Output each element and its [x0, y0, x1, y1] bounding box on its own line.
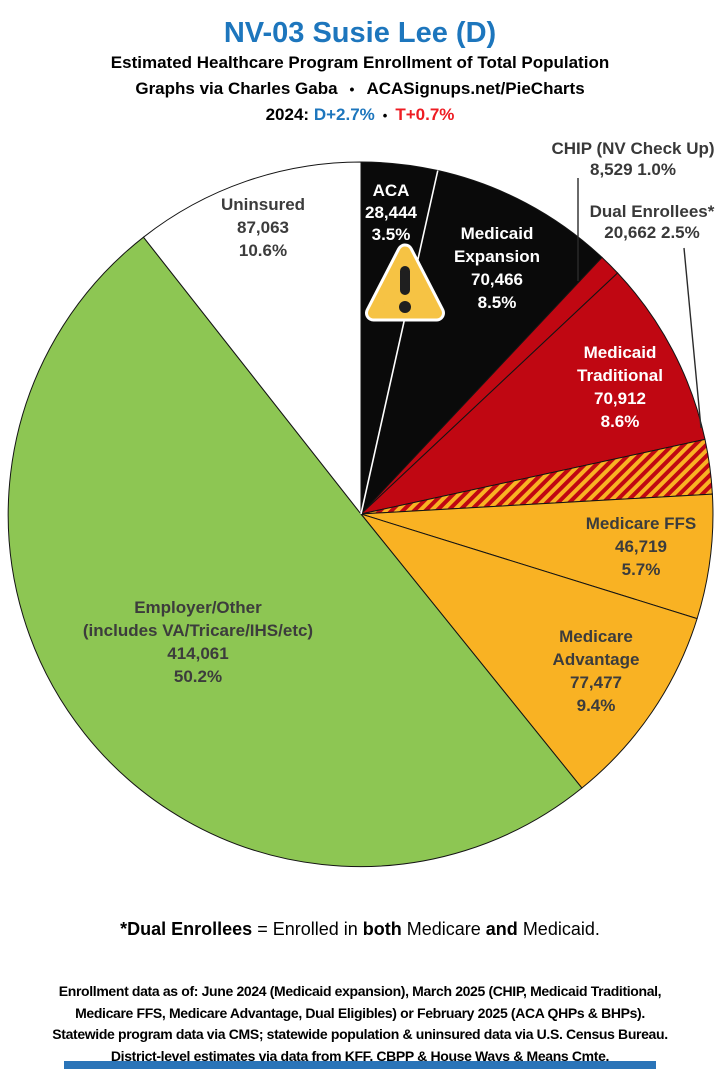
chart-subtitle: Estimated Healthcare Program Enrollment … [110, 53, 610, 72]
slice-label-uninsured: Uninsured 87,063 10.6% [221, 193, 305, 262]
partisan-lean-line: 2024: D+2.7% • T+0.7% [0, 102, 720, 129]
advantage-name-1: Medicare [559, 627, 633, 646]
aca-count: 28,444 [365, 203, 417, 222]
uninsured-pct: 10.6% [238, 241, 288, 260]
expansion-pct: 8.5% [477, 293, 517, 312]
slice-label-medicare-advantage: Medicare Advantage 77,477 9.4% [553, 625, 640, 717]
data-sources-note: Enrollment data as of: June 2024 (Medica… [0, 981, 720, 1067]
trad-count: 70,912 [594, 389, 646, 408]
partisan-rep-value: T+0.7% [395, 105, 455, 124]
dual-leader-line [683, 247, 702, 429]
credit-author: Graphs via Charles Gaba [135, 79, 338, 98]
partisan-year: 2024: [265, 105, 310, 124]
employer-count: 414,061 [167, 644, 229, 663]
source-line-3: Statewide program data via CMS; statewid… [52, 1026, 668, 1042]
footnote-bold-both: both [362, 919, 402, 939]
page-title: NV-03 Susie Lee (D) [223, 17, 497, 49]
expansion-name-2: Expansion [454, 247, 540, 266]
ffs-pct: 5.7% [621, 560, 661, 579]
footnote-text-1: = Enrolled in [252, 919, 363, 939]
employer-name-1: Employer/Other [134, 598, 262, 617]
footnote-bold-and: and [485, 919, 518, 939]
slice-label-medicaid-traditional: Medicaid Traditional 70,912 8.6% [577, 341, 663, 433]
employer-name-2: (includes VA/Tricare/IHS/etc) [82, 621, 314, 640]
credit-line: Graphs via Charles Gaba • ACASignups.net/P… [0, 76, 720, 102]
chart-header: NV-03 Susie Lee (D) Estimated Healthcare… [0, 0, 720, 129]
aca-name: ACA [372, 181, 410, 200]
source-line-2: Medicare FFS, Medicare Advantage, Dual E… [75, 1004, 645, 1021]
slice-label-medicare-ffs: Medicare FFS 46,719 5.7% [586, 512, 697, 581]
pie-slice-medicaid-expansion [360, 169, 603, 516]
trad-pct: 8.6% [600, 412, 640, 431]
enrollment-pie-chart [7, 161, 714, 868]
pie-slice-medicare-ffs [360, 493, 714, 620]
ffs-name: Medicare FFS [585, 514, 697, 533]
partisan-dem-value: D+2.7% [313, 105, 375, 124]
slice-label-employer-other: Employer/Other (includes VA/Tricare/IHS/… [83, 596, 313, 688]
bottom-brand-bar [64, 1061, 656, 1069]
chip-name: CHIP (NV Check Up) [551, 139, 715, 158]
advantage-name-2: Advantage [552, 650, 640, 669]
uninsured-count: 87,063 [237, 218, 289, 237]
ffs-count: 46,719 [614, 537, 667, 556]
expansion-name-1: Medicaid [460, 224, 534, 243]
source-line-1: Enrollment data as of: June 2024 (Medica… [58, 983, 662, 999]
dual-name: Dual Enrollees* [589, 202, 715, 221]
footnote-text-2: Medicare [401, 919, 486, 939]
aca-pct: 3.5% [371, 225, 411, 244]
slice-label-chip: CHIP (NV Check Up) 8,529 1.0% [551, 138, 714, 180]
pie-slice-uninsured [142, 161, 362, 516]
slice-label-medicaid-expansion: Medicaid Expansion 70,466 8.5% [454, 222, 540, 314]
pie-slice-medicare-advantage [359, 513, 698, 789]
expansion-count: 70,466 [471, 270, 523, 289]
credit-bullet: • [349, 81, 355, 97]
slice-label-dual-enrollees: Dual Enrollees* 20,662 2.5% [590, 201, 715, 243]
pie-slice-employer-other [7, 236, 583, 868]
footnote-term: *Dual Enrollees [120, 919, 253, 939]
slice-label-aca: ACA 28,444 3.5% [365, 180, 417, 246]
uninsured-name: Uninsured [220, 195, 306, 214]
footnote-text-3: Medicaid. [517, 919, 600, 939]
credit-site: ACASignups.net/PieCharts [366, 79, 585, 98]
aca-expansion-divider [360, 170, 439, 515]
trad-name-1: Medicaid [583, 343, 657, 362]
chip-count-pct: 8,529 1.0% [589, 160, 677, 179]
pie-slice-medicaid-traditional [359, 272, 706, 515]
advantage-pct: 9.4% [576, 696, 616, 715]
trad-name-2: Traditional [577, 366, 663, 385]
dual-enrollees-footnote: *Dual Enrollees = Enrolled in both Medic… [0, 919, 720, 940]
warning-icon [365, 243, 445, 322]
advantage-count: 77,477 [569, 673, 622, 692]
dual-count-pct: 20,662 2.5% [604, 223, 700, 242]
source-line-4: District-level estimates via data from K… [110, 1047, 610, 1064]
employer-pct: 50.2% [173, 667, 223, 686]
partisan-bullet: • [382, 108, 388, 123]
